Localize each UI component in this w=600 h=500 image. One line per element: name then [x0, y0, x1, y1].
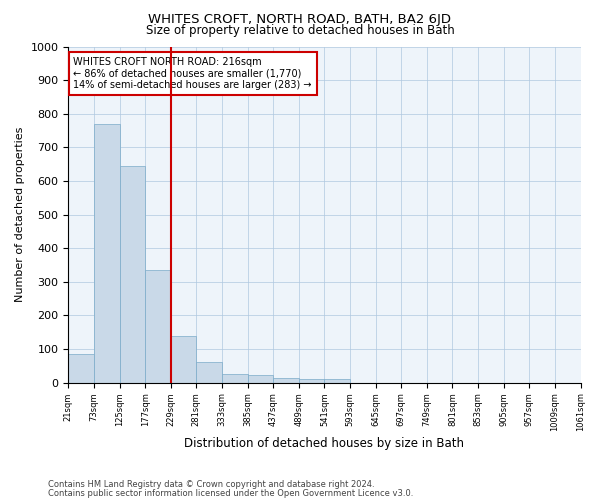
- Bar: [273, 378, 299, 382]
- Text: Contains HM Land Registry data © Crown copyright and database right 2024.: Contains HM Land Registry data © Crown c…: [48, 480, 374, 489]
- Bar: [248, 376, 273, 382]
- Bar: [299, 380, 325, 382]
- Bar: [196, 362, 222, 382]
- Text: Contains public sector information licensed under the Open Government Licence v3: Contains public sector information licen…: [48, 488, 413, 498]
- Text: Size of property relative to detached houses in Bath: Size of property relative to detached ho…: [146, 24, 454, 37]
- Bar: [171, 336, 196, 382]
- Bar: [325, 378, 350, 382]
- X-axis label: Distribution of detached houses by size in Bath: Distribution of detached houses by size …: [184, 437, 464, 450]
- Y-axis label: Number of detached properties: Number of detached properties: [15, 127, 25, 302]
- Bar: [145, 270, 171, 382]
- Bar: [222, 374, 248, 382]
- Bar: [119, 166, 145, 382]
- Bar: [68, 354, 94, 382]
- Text: WHITES CROFT, NORTH ROAD, BATH, BA2 6JD: WHITES CROFT, NORTH ROAD, BATH, BA2 6JD: [149, 12, 452, 26]
- Text: WHITES CROFT NORTH ROAD: 216sqm
← 86% of detached houses are smaller (1,770)
14%: WHITES CROFT NORTH ROAD: 216sqm ← 86% of…: [73, 56, 312, 90]
- Bar: [94, 124, 119, 382]
